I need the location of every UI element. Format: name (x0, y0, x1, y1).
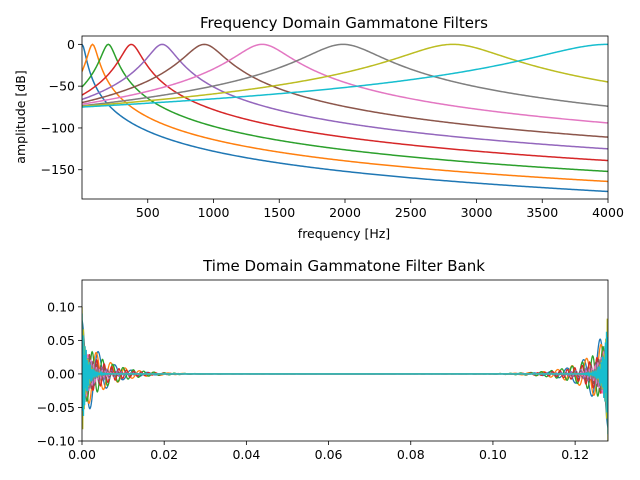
frequency-series-line-0 (82, 43, 608, 193)
time-xtick-label-6: 0.12 (561, 447, 589, 462)
frequency-series-line-2 (82, 43, 608, 173)
time-chart-frame (81, 279, 609, 442)
time-xtick-label-2: 0.04 (232, 447, 260, 462)
frequency-ytick-label-1: −50 (49, 79, 75, 94)
frequency-chart-ylabel: amplitude [dB] (13, 70, 28, 163)
frequency-ytick-label-3: −150 (41, 162, 75, 177)
frequency-series-line-3 (82, 43, 608, 162)
time-chart-lines (82, 306, 608, 441)
frequency-ytick-label-2: −100 (41, 120, 75, 135)
frequency-xtick-label-3: 2000 (329, 205, 361, 220)
frequency-series-line-5 (82, 43, 608, 138)
frequency-chart-xlabel: frequency [Hz] (298, 226, 390, 241)
frequency-series-line-8 (82, 43, 608, 108)
frequency-series-line-9 (82, 43, 608, 108)
time-xtick-label-4: 0.08 (397, 447, 425, 462)
time-xtick-label-3: 0.06 (315, 447, 343, 462)
time-series-line-9 (82, 313, 608, 435)
time-xtick-label-1: 0.02 (150, 447, 178, 462)
time-ytick-label-3: −0.05 (37, 400, 75, 415)
frequency-series-line-7 (82, 43, 608, 107)
frequency-xtick-label-5: 3000 (461, 205, 493, 220)
time-chart-ticks: 0.00 0.02 0.04 0.06 0.08 0.10 0.12 0.10 0.05 0.00… (37, 299, 589, 462)
time-chart-title: Time Domain Gammatone Filter Bank (202, 257, 485, 275)
frequency-series-line-4 (82, 43, 608, 150)
frequency-xtick-label-0: 500 (136, 205, 160, 220)
time-ytick-label-0: 0.10 (47, 299, 75, 314)
time-chart: Time Domain Gammatone Filter Bank 0.00 0.… (37, 257, 609, 462)
time-xtick-label-5: 0.10 (479, 447, 507, 462)
frequency-xtick-label-1: 1000 (198, 205, 230, 220)
frequency-chart-title: Frequency Domain Gammatone Filters (200, 14, 488, 32)
frequency-chart-ticks: 500 1000 1500 2000 2500 3000 3500 4000 0 −50 −100 −… (41, 37, 624, 220)
frequency-xtick-label-4: 2500 (395, 205, 427, 220)
frequency-xtick-label-7: 4000 (592, 205, 624, 220)
frequency-ytick-label-0: 0 (67, 37, 75, 52)
frequency-chart-lines (82, 43, 608, 193)
time-ytick-label-4: −0.10 (37, 434, 75, 449)
time-ytick-label-2: 0.00 (47, 366, 75, 381)
frequency-xtick-label-2: 1500 (263, 205, 295, 220)
frequency-chart-frame (81, 35, 609, 200)
frequency-xtick-label-6: 3500 (526, 205, 558, 220)
time-xtick-label-0: 0.00 (68, 447, 96, 462)
frequency-series-line-6 (82, 43, 608, 124)
time-ytick-label-1: 0.05 (47, 333, 75, 348)
frequency-series-line-1 (82, 43, 608, 183)
frequency-chart: Frequency Domain Gammatone Filters 500 10… (13, 14, 624, 241)
